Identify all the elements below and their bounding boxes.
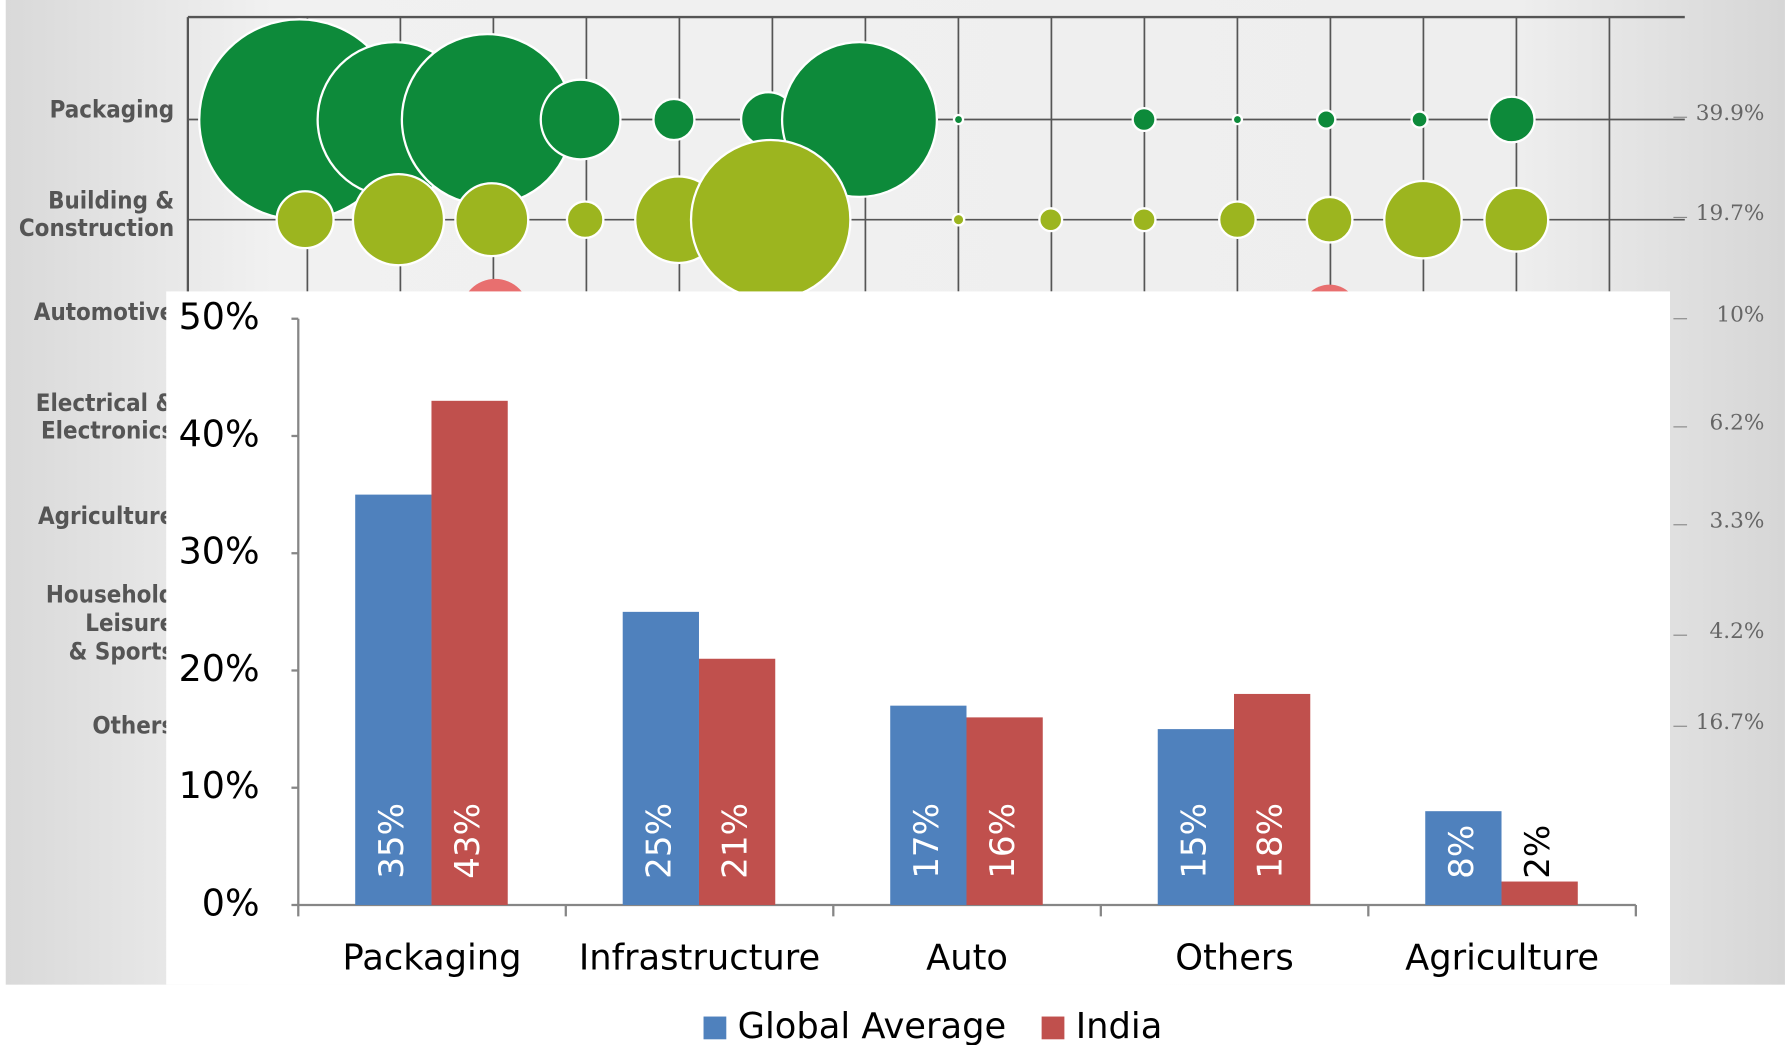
value-label: 18% (1251, 803, 1291, 879)
bar-chart: 0% 10% 20% 30% 40% 50% Packaging 35% 43% Infrastr… (179, 295, 1637, 1045)
row-label: Leisure (85, 609, 174, 637)
legend-label: India (1076, 1006, 1163, 1045)
bubble (275, 190, 335, 250)
bar (1501, 881, 1578, 905)
row-label: Packaging (50, 95, 175, 123)
y-tick-label: 20% (179, 647, 260, 690)
bar (1425, 811, 1502, 905)
row-value: 19.7% (1696, 201, 1765, 226)
y-tick-label: 50% (179, 295, 260, 338)
bubble (1383, 179, 1463, 260)
value-label: 43% (448, 803, 488, 879)
y-tick-label: 0% (202, 881, 260, 924)
row-label: & Sports (69, 637, 175, 665)
value-label: 2% (1518, 825, 1558, 879)
legend-swatch (1041, 1016, 1065, 1040)
bubble (1315, 109, 1337, 130)
bubble (454, 182, 530, 258)
bubble (351, 173, 446, 267)
bubble-chart: Packaging Building &Construction Automotiv… (19, 15, 1765, 797)
row-label: Construction (19, 214, 174, 242)
bar (431, 400, 508, 905)
bubble (951, 212, 966, 227)
value-label: 35% (372, 803, 412, 879)
bubble (565, 200, 605, 240)
value-label: 25% (639, 803, 679, 879)
bar (1157, 729, 1235, 905)
value-label: 15% (1174, 803, 1214, 879)
value-label: 21% (716, 803, 756, 879)
x-tick-label: Agriculture (1405, 938, 1599, 979)
row-value: 10% (1716, 302, 1764, 327)
bubble (1231, 113, 1244, 126)
bar (890, 705, 967, 905)
bubble (689, 138, 852, 301)
row-label: Electrical & (36, 389, 174, 417)
bar (622, 611, 699, 905)
row-value: 4.2% (1710, 619, 1765, 644)
value-label: 16% (983, 803, 1023, 879)
x-tick-label: Packaging (343, 938, 522, 979)
y-tick-label: 10% (179, 764, 260, 807)
bubble (1487, 95, 1536, 144)
x-tick-label: Auto (926, 938, 1008, 979)
row-value: 3.3% (1710, 508, 1765, 533)
row-label: Household (46, 580, 174, 608)
y-tick-label: 40% (179, 412, 260, 455)
x-tick-label: Infrastructure (579, 938, 820, 979)
bubble (652, 97, 696, 142)
bar (698, 658, 776, 905)
legend-swatch (703, 1016, 727, 1040)
bubble (1483, 186, 1550, 253)
y-tick-label: 30% (179, 530, 260, 573)
row-label: Building & (48, 186, 174, 214)
legend-label: Global Average (738, 1006, 1007, 1045)
bubble (1038, 207, 1064, 233)
bubble (1305, 195, 1354, 244)
bubble (539, 78, 622, 161)
value-label: 17% (907, 803, 947, 879)
bubble (1218, 200, 1257, 240)
bar (1234, 693, 1311, 905)
bubble (952, 113, 965, 126)
row-label: Others (92, 711, 174, 739)
bar (966, 717, 1043, 905)
x-tick-label: Others (1175, 938, 1294, 979)
row-label: Electronics (41, 416, 174, 444)
bubble (1131, 207, 1157, 233)
row-label: Agriculture (38, 502, 174, 530)
bar (355, 494, 432, 905)
value-label: 8% (1442, 825, 1482, 879)
bubble (1131, 107, 1157, 133)
row-value: 39.9% (1696, 101, 1765, 126)
bubble (1410, 110, 1429, 129)
row-value: 16.7% (1696, 710, 1765, 735)
row-value: 6.2% (1710, 410, 1765, 435)
row-label: Automotive (34, 298, 174, 326)
